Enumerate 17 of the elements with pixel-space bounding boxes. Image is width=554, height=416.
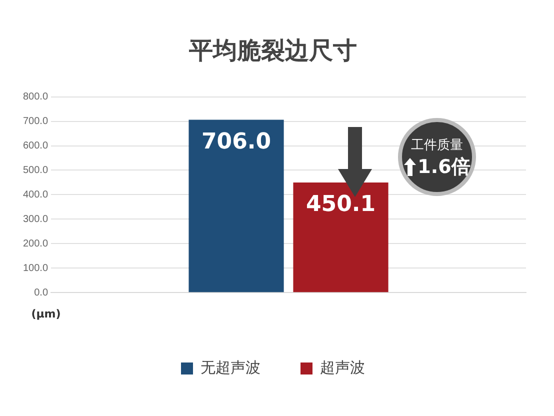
y-tick-label: 300.0 xyxy=(22,214,48,225)
legend-label: 无超声波 xyxy=(200,358,260,376)
y-tick-label: 600.0 xyxy=(22,140,48,152)
data-label: 450.1 xyxy=(306,192,376,218)
data-label: 706.0 xyxy=(201,130,272,155)
y-tick-label: 400.0 xyxy=(22,189,48,200)
y-axis-title: (μm) xyxy=(31,307,61,320)
y-tick-label: 500.0 xyxy=(22,164,48,176)
y-tick-label: 800.0 xyxy=(22,92,48,103)
annotation: 1.6倍 xyxy=(418,155,470,180)
annotation: 工件质量 xyxy=(410,137,464,154)
chart-title: 平均脆裂边尺寸 xyxy=(188,36,357,65)
y-tick-label: 100.0 xyxy=(22,262,48,274)
y-tick-label: 0.0 xyxy=(34,287,48,298)
y-tick-label: 200.0 xyxy=(22,238,48,250)
legend-label: 超声波 xyxy=(320,358,365,376)
y-tick-label: 700.0 xyxy=(22,116,48,128)
